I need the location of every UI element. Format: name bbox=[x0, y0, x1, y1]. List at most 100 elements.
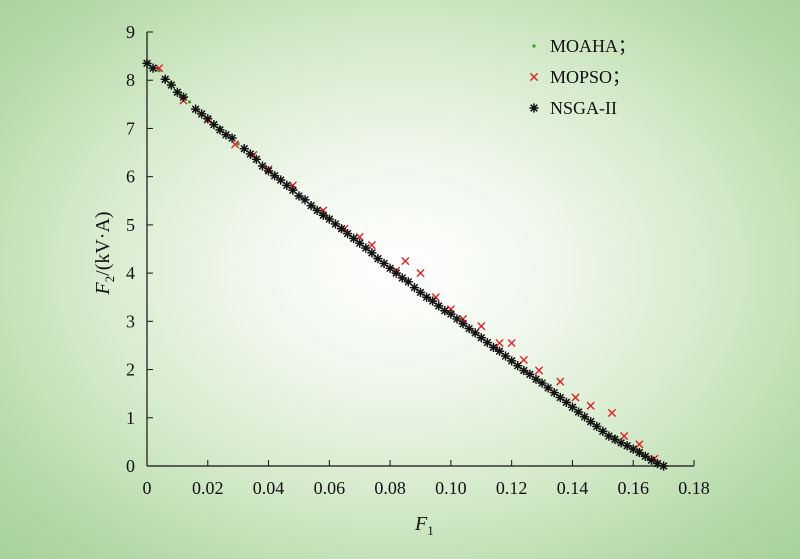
x-tick-label: 0 bbox=[143, 478, 152, 498]
x-tick-label: 0.14 bbox=[557, 478, 589, 498]
x-tick-label: 0.12 bbox=[496, 478, 528, 498]
data-point bbox=[172, 87, 182, 97]
legend-marker-moaha bbox=[532, 44, 536, 48]
y-ticks: 0 1 2 3 4 5 6 7 8 9 bbox=[126, 22, 153, 476]
series-layer bbox=[142, 58, 669, 471]
data-point bbox=[379, 258, 389, 269]
data-point bbox=[495, 338, 504, 348]
data-point bbox=[434, 301, 444, 311]
data-point bbox=[312, 205, 322, 216]
data-point bbox=[464, 323, 474, 334]
data-point bbox=[507, 338, 516, 348]
data-point bbox=[355, 238, 365, 248]
data-point bbox=[446, 309, 456, 319]
x-tick-label: 0.10 bbox=[435, 478, 467, 498]
legend-marker-symbol bbox=[529, 72, 539, 82]
data-point bbox=[592, 421, 602, 432]
data-point bbox=[543, 383, 553, 393]
data-point bbox=[513, 361, 523, 371]
data-point bbox=[263, 166, 274, 176]
data-point bbox=[567, 402, 578, 412]
x-tick-label: 0.04 bbox=[253, 478, 285, 498]
data-point bbox=[239, 144, 249, 154]
y-tick-label: 8 bbox=[126, 70, 135, 90]
data-point bbox=[586, 417, 596, 427]
legend: MOAHA； MOPSO； NSGA-II bbox=[529, 36, 636, 118]
y-tick-label: 1 bbox=[126, 408, 135, 428]
data-point bbox=[556, 377, 565, 386]
data-point bbox=[401, 256, 410, 266]
legend-label-mopso: MOPSO； bbox=[550, 67, 630, 87]
data-point bbox=[403, 277, 413, 287]
data-point bbox=[245, 149, 255, 159]
legend-marker-symbol bbox=[532, 44, 536, 48]
data-point bbox=[477, 322, 486, 331]
data-point bbox=[294, 191, 304, 201]
data-point bbox=[215, 125, 225, 135]
data-point bbox=[276, 175, 286, 185]
data-point bbox=[288, 185, 298, 195]
data-point bbox=[452, 314, 462, 324]
y-axis-title-unit: /(kV·A) bbox=[92, 211, 114, 275]
data-point bbox=[282, 180, 292, 190]
data-point bbox=[191, 104, 201, 114]
data-point bbox=[561, 397, 571, 407]
data-point bbox=[534, 366, 544, 375]
y-tick-label: 0 bbox=[126, 456, 135, 476]
x-axis-title: F1 bbox=[414, 513, 434, 538]
data-point bbox=[187, 100, 192, 104]
data-point bbox=[391, 268, 401, 278]
data-point bbox=[385, 263, 395, 273]
data-point bbox=[525, 369, 535, 379]
data-point bbox=[482, 337, 492, 348]
series-dot bbox=[146, 61, 666, 468]
data-point bbox=[519, 355, 528, 365]
legend-label-nsga-ii: NSGA-II bbox=[550, 98, 617, 118]
y-tick-label: 9 bbox=[126, 22, 135, 42]
y-tick-label: 6 bbox=[126, 167, 135, 187]
legend-marker-nsga-ii bbox=[529, 103, 539, 113]
data-point bbox=[598, 426, 608, 436]
data-point bbox=[397, 273, 407, 283]
y-tick-label: 3 bbox=[126, 311, 135, 331]
data-point bbox=[355, 232, 364, 242]
data-point bbox=[342, 228, 353, 239]
data-point bbox=[324, 214, 334, 224]
x-tick-label: 0.08 bbox=[374, 478, 406, 498]
legend-marker-symbol bbox=[529, 103, 539, 113]
data-point bbox=[203, 114, 213, 124]
data-point bbox=[197, 109, 207, 119]
data-point bbox=[160, 74, 170, 84]
data-point bbox=[155, 64, 164, 73]
x-tick-label: 0.18 bbox=[678, 478, 710, 498]
series-x bbox=[155, 64, 659, 463]
x-tick-label: 0.06 bbox=[314, 478, 346, 498]
data-point bbox=[166, 80, 176, 90]
data-point bbox=[409, 282, 420, 293]
data-point bbox=[373, 254, 383, 264]
data-point bbox=[659, 461, 669, 471]
axes bbox=[146, 32, 694, 467]
data-point bbox=[428, 296, 438, 306]
data-point bbox=[573, 407, 584, 417]
x-axis-title-subscript: 1 bbox=[427, 523, 434, 538]
legend-label-moaha: MOAHA； bbox=[550, 36, 636, 56]
y-axis-title: F2/(kV·A) bbox=[92, 211, 117, 295]
y-axis-title-subscript: 2 bbox=[102, 276, 117, 283]
legend-item-mopso: MOPSO； bbox=[529, 67, 630, 87]
data-point bbox=[318, 210, 328, 220]
data-point bbox=[415, 287, 426, 297]
data-point bbox=[300, 195, 310, 205]
legend-item-moaha: MOAHA； bbox=[532, 36, 636, 56]
data-point bbox=[549, 388, 559, 398]
x-tick-label: 0.02 bbox=[192, 478, 224, 498]
data-point bbox=[330, 219, 341, 229]
data-point bbox=[628, 444, 638, 454]
data-point bbox=[531, 374, 541, 384]
data-point bbox=[306, 201, 316, 211]
data-point bbox=[209, 119, 219, 130]
data-point bbox=[494, 346, 505, 356]
data-point bbox=[607, 408, 617, 418]
y-tick-label: 7 bbox=[126, 118, 135, 138]
